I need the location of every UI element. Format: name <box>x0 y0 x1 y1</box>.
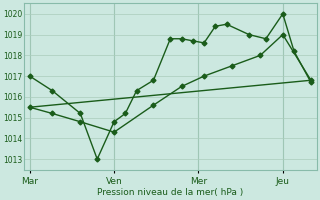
X-axis label: Pression niveau de la mer( hPa ): Pression niveau de la mer( hPa ) <box>97 188 244 197</box>
